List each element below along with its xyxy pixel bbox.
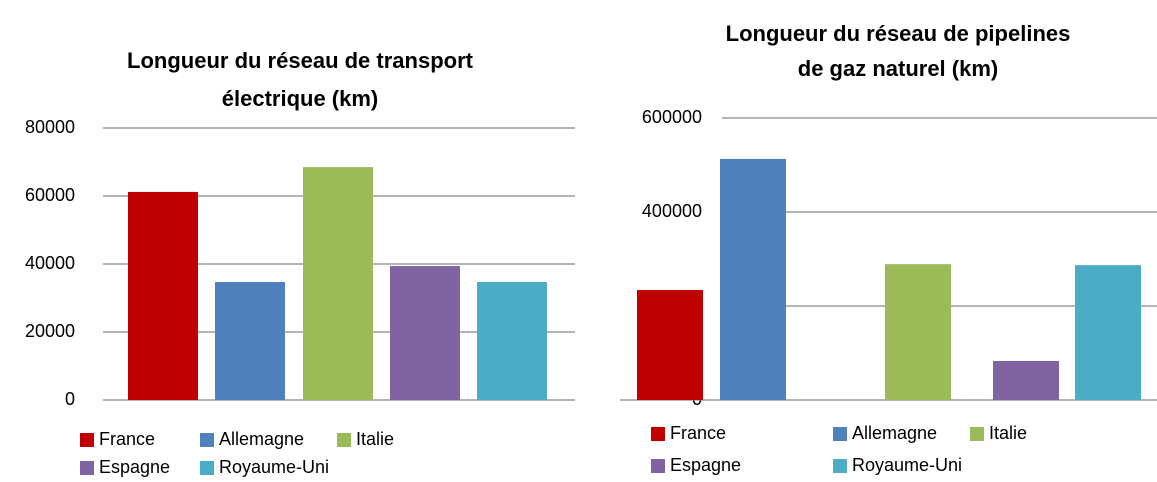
y-tick-label: 400000 (642, 201, 702, 221)
bar (885, 264, 951, 400)
y-tick-label: 0 (65, 389, 75, 409)
legend-swatch (651, 427, 665, 441)
legend-swatch (833, 427, 847, 441)
bar (390, 266, 460, 400)
y-tick-label: 60000 (25, 185, 75, 205)
bar (1075, 265, 1141, 400)
legend-label: Royaume-Uni (852, 455, 962, 475)
legend-swatch (651, 459, 665, 473)
bar (215, 282, 285, 400)
legend-label: Royaume-Uni (219, 457, 329, 477)
chart-title: de gaz naturel (km) (798, 56, 998, 81)
legend-swatch (970, 427, 984, 441)
y-tick-label: 40000 (25, 253, 75, 273)
legend-label: Italie (356, 429, 394, 449)
legend-swatch (200, 433, 214, 447)
legend-label: Italie (989, 423, 1027, 443)
chart-title: Longueur du réseau de transport (127, 48, 474, 73)
bar (477, 282, 547, 400)
legend-label: France (670, 423, 726, 443)
bar (128, 191, 198, 400)
bar (303, 167, 373, 400)
legend-label: France (99, 429, 155, 449)
legend-label: Espagne (670, 455, 741, 475)
y-tick-label: 80000 (25, 117, 75, 137)
legend-swatch (833, 459, 847, 473)
legend-swatch (200, 461, 214, 475)
y-tick-label: 20000 (25, 321, 75, 341)
bar (720, 158, 786, 400)
bar (637, 290, 703, 400)
legend-label: Espagne (99, 457, 170, 477)
legend-swatch (80, 433, 94, 447)
legend-swatch (337, 433, 351, 447)
y-tick-label: 600000 (642, 107, 702, 127)
chart-title: Longueur du réseau de pipelines (726, 21, 1071, 46)
legend-swatch (80, 461, 94, 475)
legend-label: Allemagne (219, 429, 304, 449)
bar (993, 360, 1059, 400)
chart-title: électrique (km) (222, 86, 379, 111)
legend-label: Allemagne (852, 423, 937, 443)
